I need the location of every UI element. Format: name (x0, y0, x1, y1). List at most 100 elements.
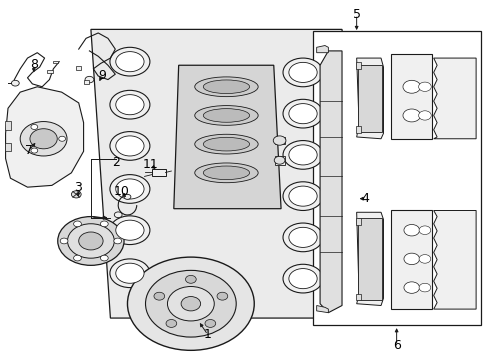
Circle shape (73, 221, 81, 227)
Text: 2: 2 (112, 156, 120, 169)
Circle shape (20, 122, 67, 156)
Text: 3: 3 (74, 181, 81, 194)
Ellipse shape (283, 140, 323, 169)
Circle shape (418, 283, 430, 292)
Ellipse shape (110, 132, 150, 160)
Circle shape (60, 238, 68, 244)
Ellipse shape (194, 163, 258, 183)
Circle shape (217, 292, 227, 300)
Polygon shape (356, 58, 383, 139)
Ellipse shape (203, 80, 249, 94)
Bar (355, 219, 360, 225)
Circle shape (114, 238, 122, 244)
Ellipse shape (288, 62, 317, 82)
Ellipse shape (110, 47, 150, 76)
Bar (274, 156, 285, 165)
Circle shape (67, 224, 114, 258)
Ellipse shape (116, 51, 144, 72)
Ellipse shape (116, 179, 144, 199)
Bar (355, 62, 360, 69)
Circle shape (418, 255, 430, 263)
Circle shape (31, 148, 38, 153)
Bar (4, 121, 11, 130)
Text: 11: 11 (142, 158, 159, 171)
Polygon shape (433, 211, 475, 309)
Ellipse shape (288, 269, 317, 289)
Ellipse shape (116, 263, 144, 283)
Polygon shape (320, 51, 341, 313)
Bar (47, 69, 53, 73)
Ellipse shape (283, 99, 323, 128)
Circle shape (31, 125, 38, 130)
Bar (355, 126, 360, 134)
Circle shape (127, 257, 254, 350)
Ellipse shape (116, 95, 144, 115)
Polygon shape (5, 87, 83, 187)
Ellipse shape (110, 175, 150, 203)
Bar (390, 54, 431, 139)
Ellipse shape (110, 90, 150, 119)
Circle shape (85, 76, 94, 83)
Circle shape (418, 111, 430, 120)
Ellipse shape (203, 166, 249, 180)
Polygon shape (91, 30, 361, 318)
Circle shape (274, 156, 285, 164)
Bar (390, 211, 431, 309)
Circle shape (403, 225, 419, 236)
Circle shape (114, 212, 122, 218)
Circle shape (100, 255, 108, 261)
Circle shape (165, 320, 176, 327)
Circle shape (71, 191, 81, 198)
Circle shape (100, 221, 108, 227)
Text: 9: 9 (98, 69, 106, 82)
Bar (4, 143, 11, 151)
Text: 7: 7 (25, 144, 33, 157)
Bar (357, 65, 381, 132)
Ellipse shape (194, 105, 258, 125)
Ellipse shape (116, 220, 144, 240)
Circle shape (418, 82, 430, 91)
Ellipse shape (116, 136, 144, 156)
Ellipse shape (283, 182, 323, 211)
Polygon shape (316, 306, 328, 313)
Ellipse shape (288, 227, 317, 247)
Circle shape (59, 136, 65, 141)
Circle shape (11, 80, 19, 86)
Ellipse shape (283, 223, 323, 252)
Text: 1: 1 (203, 328, 211, 341)
Text: 10: 10 (113, 185, 129, 198)
Circle shape (154, 292, 164, 300)
Text: 6: 6 (392, 339, 400, 352)
Ellipse shape (288, 145, 317, 165)
Polygon shape (433, 58, 475, 139)
Bar (83, 80, 89, 84)
Circle shape (124, 194, 131, 199)
Circle shape (402, 109, 420, 122)
Polygon shape (316, 45, 328, 53)
Circle shape (402, 80, 420, 93)
Circle shape (185, 275, 196, 283)
Bar (312, 31, 480, 325)
Polygon shape (173, 65, 281, 209)
Polygon shape (356, 212, 383, 306)
Text: 4: 4 (360, 192, 368, 205)
Circle shape (273, 136, 285, 145)
Circle shape (30, 129, 57, 149)
Circle shape (403, 282, 419, 293)
Ellipse shape (288, 186, 317, 206)
Ellipse shape (203, 109, 249, 122)
Bar (355, 294, 360, 300)
Circle shape (145, 270, 236, 337)
Bar (357, 218, 381, 300)
Ellipse shape (194, 77, 258, 96)
Ellipse shape (203, 137, 249, 151)
Circle shape (418, 226, 430, 234)
Circle shape (167, 287, 214, 321)
Circle shape (181, 297, 200, 311)
Bar (274, 137, 285, 144)
Circle shape (73, 255, 81, 261)
Bar (76, 66, 81, 69)
Ellipse shape (283, 58, 323, 87)
Ellipse shape (110, 259, 150, 288)
Ellipse shape (288, 104, 317, 124)
